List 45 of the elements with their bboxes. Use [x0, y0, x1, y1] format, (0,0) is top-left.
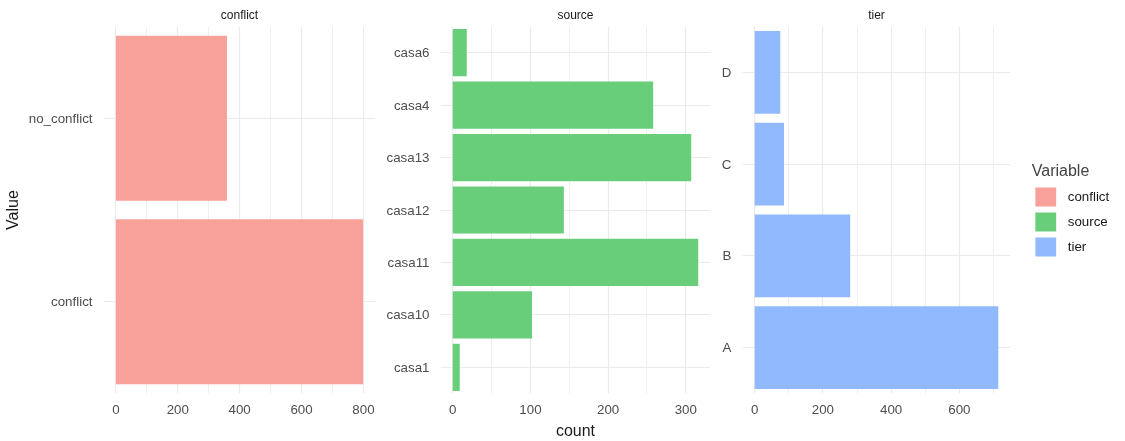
x-tick-label: 600 — [290, 401, 313, 417]
y-tick-label: casa12 — [386, 202, 430, 218]
x-tick-label: 200 — [597, 401, 620, 417]
y-axis-title: Value — [3, 190, 21, 230]
chart-title: tier — [868, 7, 885, 22]
x-tick-label: 800 — [352, 401, 375, 417]
legend-label: tier — [1067, 238, 1088, 254]
bar — [754, 122, 785, 206]
x-tick-label: 100 — [519, 401, 542, 417]
chart-title: conflict — [220, 7, 259, 22]
y-tick-label: D — [721, 64, 732, 80]
legend-label: conflict — [1067, 188, 1110, 204]
x-tick-label: 300 — [674, 401, 697, 417]
bar — [754, 306, 999, 389]
bar — [754, 31, 781, 114]
chart-title: source — [557, 7, 594, 22]
bar — [452, 29, 467, 77]
y-tick-label: A — [722, 340, 732, 356]
y-tick-label: casa4 — [393, 97, 431, 113]
legend-label: source — [1067, 213, 1108, 229]
bar — [452, 291, 532, 339]
y-tick-label: casa6 — [393, 45, 430, 61]
y-tick-label: no_conflict — [28, 110, 93, 126]
bar — [452, 238, 699, 287]
x-tick-label: 400 — [880, 401, 903, 417]
x-tick-label: 0 — [112, 401, 120, 417]
legend-title: Variable — [1031, 161, 1091, 179]
x-tick-label: 400 — [228, 401, 251, 417]
bar — [452, 133, 692, 182]
y-tick-label: casa1 — [393, 359, 430, 375]
bar — [754, 214, 851, 298]
bar — [452, 186, 564, 234]
y-tick-label: casa13 — [386, 150, 430, 166]
y-tick-label: casa11 — [387, 254, 430, 270]
x-tick-label: 600 — [948, 401, 971, 417]
x-axis-title: count — [555, 421, 596, 439]
x-tick-label: 0 — [449, 401, 457, 417]
x-tick-label: 200 — [811, 401, 835, 417]
y-tick-label: casa10 — [386, 307, 430, 323]
y-tick-label: B — [722, 248, 732, 264]
bar — [452, 81, 654, 129]
x-tick-label: 200 — [166, 401, 189, 417]
bar — [452, 343, 460, 391]
x-tick-label: 0 — [750, 401, 759, 417]
y-tick-label: C — [721, 156, 732, 172]
